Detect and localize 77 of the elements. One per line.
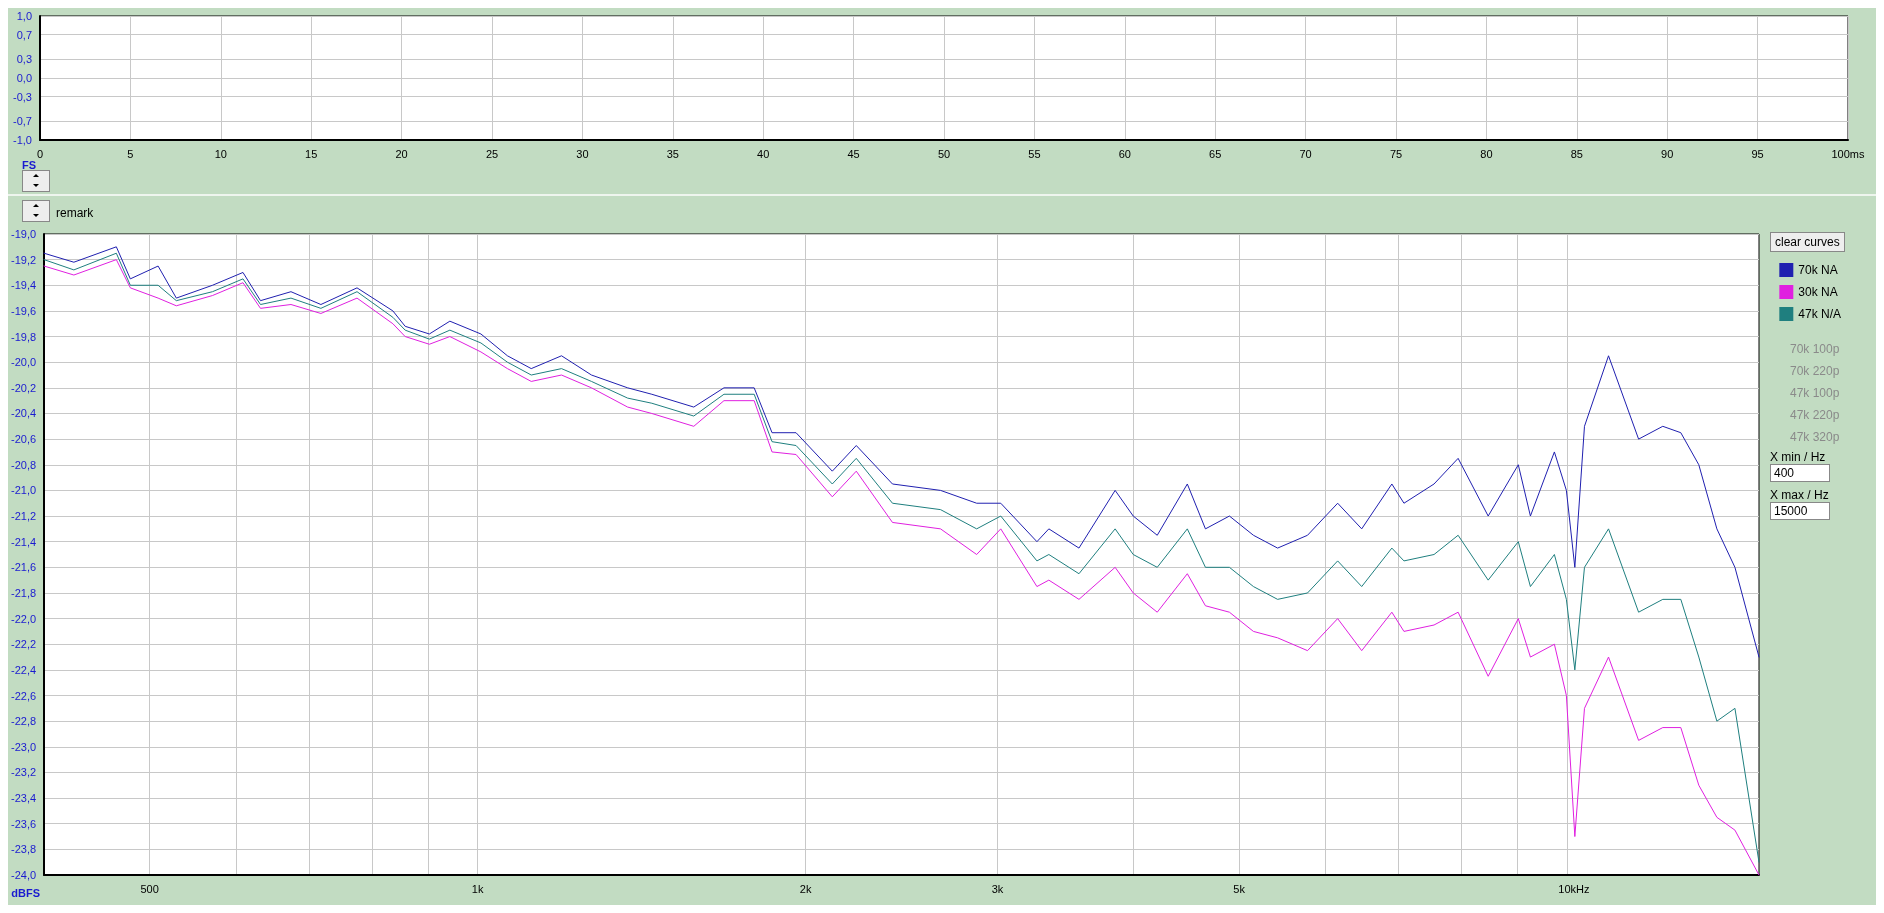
x-tick-label: 80 <box>1480 147 1493 160</box>
y-tick-label: -20,2 <box>10 381 37 394</box>
x-tick-label: 100ms <box>1831 147 1865 160</box>
y-tick-label: -23,6 <box>10 817 37 830</box>
x-tick-label: 0 <box>36 147 44 160</box>
x-tick-label: 45 <box>847 147 860 160</box>
y-tick-label: -21,0 <box>10 484 37 497</box>
text: 47k 100p <box>1789 385 1841 402</box>
y-tick-label: 0,7 <box>16 28 32 41</box>
text: 47k 220p <box>1789 407 1841 424</box>
y-tick-label: 1,0 <box>16 10 32 22</box>
text: 400 <box>1770 464 1830 482</box>
y-tick-label: -20,8 <box>10 458 37 471</box>
y-tick-label: -19,0 <box>10 228 37 240</box>
y-tick-label: -22,0 <box>10 612 37 625</box>
x-tick-label: 35 <box>666 147 679 160</box>
x-tick-label: 20 <box>395 147 408 160</box>
x-tick-label: 5k <box>1233 882 1246 895</box>
text: 47k 320p <box>1789 429 1841 446</box>
legend-label: 70k NA <box>1798 263 1838 277</box>
y-axis-title: FS <box>21 158 36 171</box>
y-tick-label: -21,6 <box>10 561 37 574</box>
y-tick-label: -22,6 <box>10 689 37 702</box>
y-tick-label: -24,0 <box>10 869 37 881</box>
y-tick-label: -19,8 <box>10 330 37 343</box>
text: remark <box>56 206 94 220</box>
y-tick-label: -20,4 <box>10 407 37 420</box>
y-tick-label: -19,6 <box>10 304 37 317</box>
x-tick-label: 3k <box>991 882 1004 895</box>
y-tick-label: -20,6 <box>10 433 37 446</box>
y-tick-label: -19,4 <box>10 279 37 292</box>
x-tick-label: 50 <box>937 147 951 160</box>
y-tick-label: -23,2 <box>10 766 37 779</box>
y-tick-label: -23,0 <box>10 740 37 753</box>
text: 70k 100p <box>1789 341 1841 358</box>
y-tick-label: -21,2 <box>10 510 37 523</box>
x-tick-label: 95 <box>1751 147 1764 160</box>
x-tick-label: 75 <box>1389 147 1403 160</box>
text: clear curves <box>1770 232 1845 252</box>
y-tick-label: -0,7 <box>13 115 32 128</box>
y-tick-label: -22,8 <box>10 715 37 728</box>
y-tick-label: -0,3 <box>13 90 32 103</box>
text: X min / Hz <box>1770 450 1827 464</box>
y-tick-label: -19,2 <box>10 253 37 266</box>
x-tick-label: 1k <box>471 882 484 895</box>
y-tick-label: -1,0 <box>13 134 32 147</box>
x-tick-label: 65 <box>1209 147 1222 160</box>
x-tick-label: 5 <box>127 147 134 160</box>
y-tick-label: -23,8 <box>10 843 37 856</box>
y-tick-label: 0,3 <box>16 53 32 66</box>
text: 70k 220p <box>1789 363 1841 380</box>
legend-label: 47k N/A <box>1798 307 1841 321</box>
y-tick-label: -21,4 <box>10 535 37 548</box>
x-tick-label: 500 <box>140 882 159 895</box>
text: X max / Hz <box>1770 488 1830 502</box>
y-tick-label: -21,8 <box>10 586 37 599</box>
x-tick-label: 60 <box>1118 147 1131 160</box>
x-tick-label: 10 <box>214 147 227 160</box>
x-tick-label: 30 <box>576 147 589 160</box>
x-tick-label: 90 <box>1661 147 1674 160</box>
x-tick-label: 40 <box>757 147 770 160</box>
x-tick-label: 15 <box>305 147 318 160</box>
x-axis-title: Hz <box>1576 882 1590 895</box>
y-tick-label: -22,4 <box>10 663 37 676</box>
x-tick-label: 25 <box>485 147 499 160</box>
x-tick-label: 2k <box>799 882 812 895</box>
x-tick-label: 55 <box>1028 147 1041 160</box>
y-tick-label: -23,4 <box>10 792 37 805</box>
x-tick-label: 10k <box>1558 882 1577 895</box>
text: 15000 <box>1770 502 1830 520</box>
y-tick-label: 0,0 <box>16 72 32 85</box>
x-tick-label: 85 <box>1570 147 1583 160</box>
legend-label: 30k NA <box>1798 285 1838 299</box>
y-axis-title: dBFS <box>11 886 41 899</box>
x-tick-label: 70 <box>1299 147 1312 160</box>
y-tick-label: -22,2 <box>10 638 37 651</box>
y-tick-label: -20,0 <box>10 356 37 369</box>
